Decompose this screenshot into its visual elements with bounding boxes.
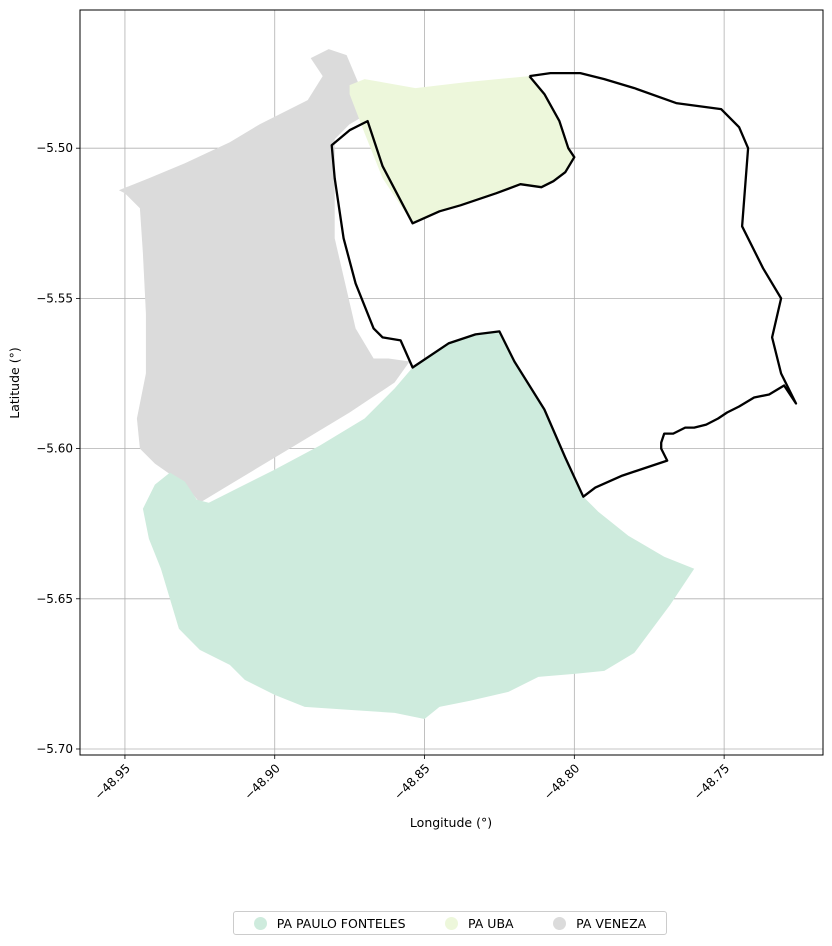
legend: PA PAULO FONTELES PA UBA PA VENEZA [233,911,667,935]
region-polygons [119,49,694,719]
legend-label: PA VENEZA [576,916,646,931]
y-tick-label: −5.55 [36,291,73,305]
legend-label: PA PAULO FONTELES [277,916,406,931]
y-tick-label: −5.50 [36,141,73,155]
x-axis-label: Longitude (°) [410,815,492,830]
legend-item-veneza: PA VENEZA [553,916,646,931]
y-tick-label: −5.70 [36,742,73,756]
x-tick-label: −48.75 [691,761,732,802]
legend-item-uba: PA UBA [445,916,514,931]
x-tick-label: −48.90 [242,761,283,802]
y-axis-label: Latitude (°) [7,347,22,418]
y-tick-label: −5.65 [36,592,73,606]
circle-marker-icon [254,917,267,930]
legend-label: PA UBA [468,916,514,931]
region-pa-uba [350,76,575,223]
circle-marker-icon [553,917,566,930]
legend-item-paulo-fonteles: PA PAULO FONTELES [254,916,406,931]
x-tick-label: −48.95 [92,761,133,802]
map-chart: −48.95 −48.90 −48.85 −48.80 −48.75 −5.50 −5.55… [0,0,832,900]
circle-marker-icon [445,917,458,930]
x-tick-label: −48.85 [391,761,432,802]
x-tick-label: −48.80 [541,761,582,802]
y-tick-label: −5.60 [36,442,73,456]
